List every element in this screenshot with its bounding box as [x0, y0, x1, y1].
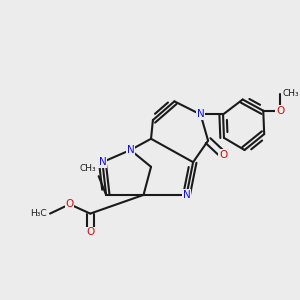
Text: N: N: [127, 145, 134, 155]
Text: N: N: [197, 110, 205, 119]
Text: CH₃: CH₃: [283, 89, 299, 98]
Text: O: O: [219, 150, 227, 160]
Text: N: N: [98, 157, 106, 167]
Text: CH₃: CH₃: [79, 164, 96, 173]
Text: H₃C: H₃C: [31, 209, 47, 218]
Text: O: O: [276, 106, 284, 116]
Text: O: O: [65, 199, 74, 209]
Text: O: O: [86, 227, 94, 237]
Text: N: N: [183, 190, 190, 200]
